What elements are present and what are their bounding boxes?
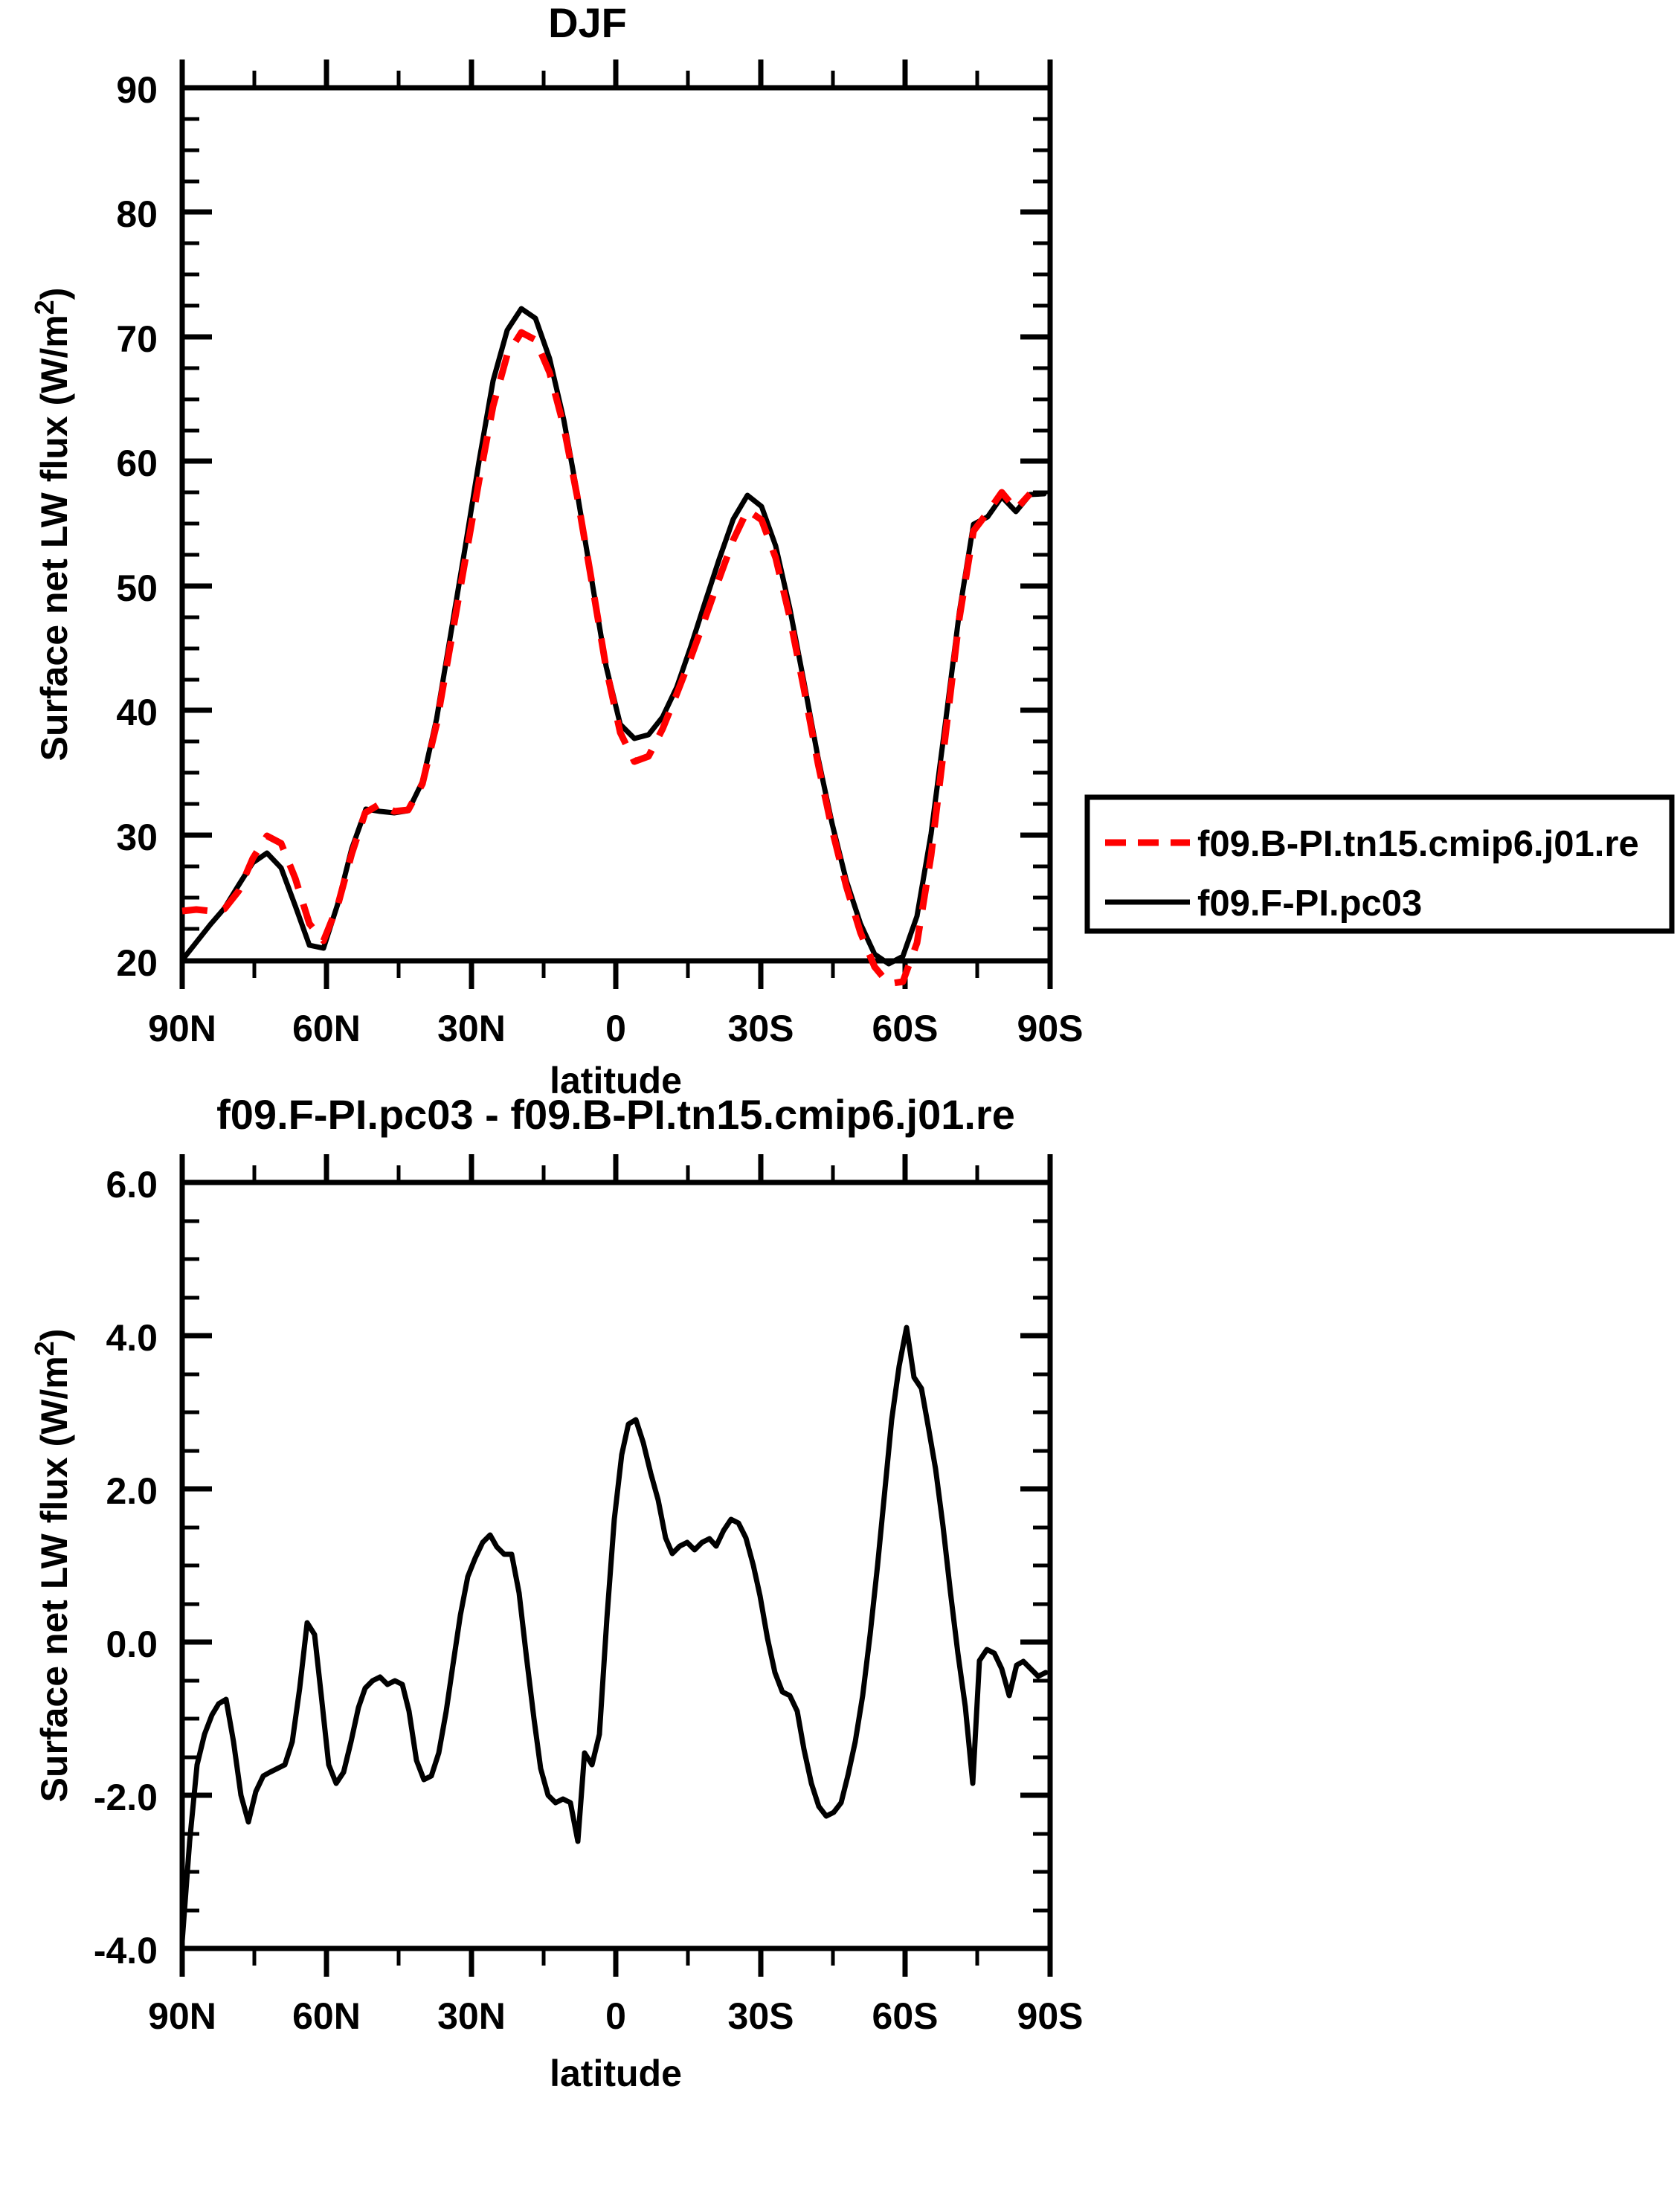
top-xtick-60n: 60N: [292, 1008, 361, 1049]
top-ytick-30: 30: [116, 817, 158, 858]
top-yaxis-title-main: Surface net LW flux (W/m: [33, 315, 75, 761]
bottom-yaxis-title-tail: ): [33, 1329, 75, 1342]
top-xtick-60s: 60S: [872, 1008, 939, 1049]
top-axes-frame: [179, 85, 1053, 964]
bottom-yaxis-title: Surface net LW flux (W/m2): [29, 1329, 75, 1803]
legend-label-reference: f09.B-PI.tn15.cmip6.j01.re: [1197, 824, 1639, 864]
bottom-series-group: [179, 1325, 1049, 1944]
bottom-ytick-0: 0.0: [106, 1623, 158, 1665]
bottom-ytick-neg4: -4.0: [94, 1930, 158, 1972]
bottom-xtick-0: 0: [605, 1995, 626, 2037]
bottom-yaxis-title-sup: 2: [29, 1341, 59, 1356]
top-ytick-90: 90: [116, 69, 158, 111]
bottom-xtick-30n: 30N: [437, 1995, 506, 2037]
top-xtick-30n: 30N: [437, 1008, 506, 1049]
top-ytick-20: 20: [116, 942, 158, 984]
bottom-ytick-neg2: -2.0: [94, 1777, 158, 1818]
bottom-panel-svg: f09.F-PI.pc03 - f09.B-PI.tn15.cmip6.j01.…: [29, 1091, 1083, 2094]
bottom-xtick-90n: 90N: [148, 1995, 216, 2037]
bottom-ytick-4: 4.0: [106, 1317, 158, 1359]
top-xtick-0: 0: [605, 1008, 626, 1049]
top-yaxis-title-sup: 2: [29, 300, 59, 315]
series-line-model: [179, 306, 1047, 967]
series-line-reference: [181, 329, 1033, 988]
top-xtick-90n: 90N: [148, 1008, 216, 1049]
bottom-panel: f09.F-PI.pc03 - f09.B-PI.tn15.cmip6.j01.…: [0, 1086, 1680, 2208]
top-xtick-90s: 90S: [1017, 1008, 1084, 1049]
top-ytick-70: 70: [116, 318, 158, 360]
bottom-yaxis-title-main: Surface net LW flux (W/m: [33, 1356, 75, 1802]
top-panel: DJF: [0, 0, 1680, 1101]
top-yaxis-title: Surface net LW flux (W/m2): [29, 288, 75, 762]
bottom-ytick-6: 6.0: [106, 1164, 158, 1206]
bottom-panel-title: f09.F-PI.pc03 - f09.B-PI.tn15.cmip6.j01.…: [216, 1091, 1015, 1138]
top-x-ticks: 90N 60N 30N 0 30S 60S 90S: [148, 59, 1083, 1049]
bottom-xtick-90s: 90S: [1017, 1995, 1084, 2037]
bottom-xtick-60s: 60S: [872, 1995, 939, 2037]
legend-box: f09.B-PI.tn15.cmip6.j01.re f09.F-PI.pc03: [1084, 794, 1675, 934]
top-y-ticks: 90 80 70 60 50 40 30 20: [116, 69, 1050, 984]
top-xaxis-title: latitude: [550, 1060, 682, 1101]
svg-text:Surface net LW flux (W/m2): Surface net LW flux (W/m2): [29, 1329, 75, 1803]
top-ytick-40: 40: [116, 692, 158, 733]
top-panel-title: DJF: [548, 0, 627, 46]
top-panel-svg: DJF: [29, 0, 1675, 1101]
bottom-xtick-30s: 30S: [728, 1995, 794, 2037]
top-xtick-30s: 30S: [728, 1008, 794, 1049]
legend-label-model: f09.F-PI.pc03: [1197, 883, 1422, 924]
top-ytick-80: 80: [116, 193, 158, 235]
bottom-ytick-2: 2.0: [106, 1470, 158, 1512]
bottom-xtick-60n: 60N: [292, 1995, 361, 2037]
bottom-x-ticks: 90N 60N 30N 0 30S 60S 90S: [148, 1154, 1083, 2037]
top-series-group: [179, 306, 1047, 988]
series-line-difference: [179, 1325, 1049, 1944]
bottom-axes-frame: [179, 1179, 1053, 1951]
top-ytick-60: 60: [116, 442, 158, 484]
top-yaxis-title-tail: ): [33, 288, 75, 300]
bottom-xaxis-title: latitude: [550, 2053, 682, 2094]
svg-text:Surface net LW flux (W/m2): Surface net LW flux (W/m2): [29, 288, 75, 762]
top-ytick-50: 50: [116, 567, 158, 609]
bottom-y-ticks: 6.0 4.0 2.0 0.0 -2.0 -4.0: [94, 1164, 1050, 1972]
